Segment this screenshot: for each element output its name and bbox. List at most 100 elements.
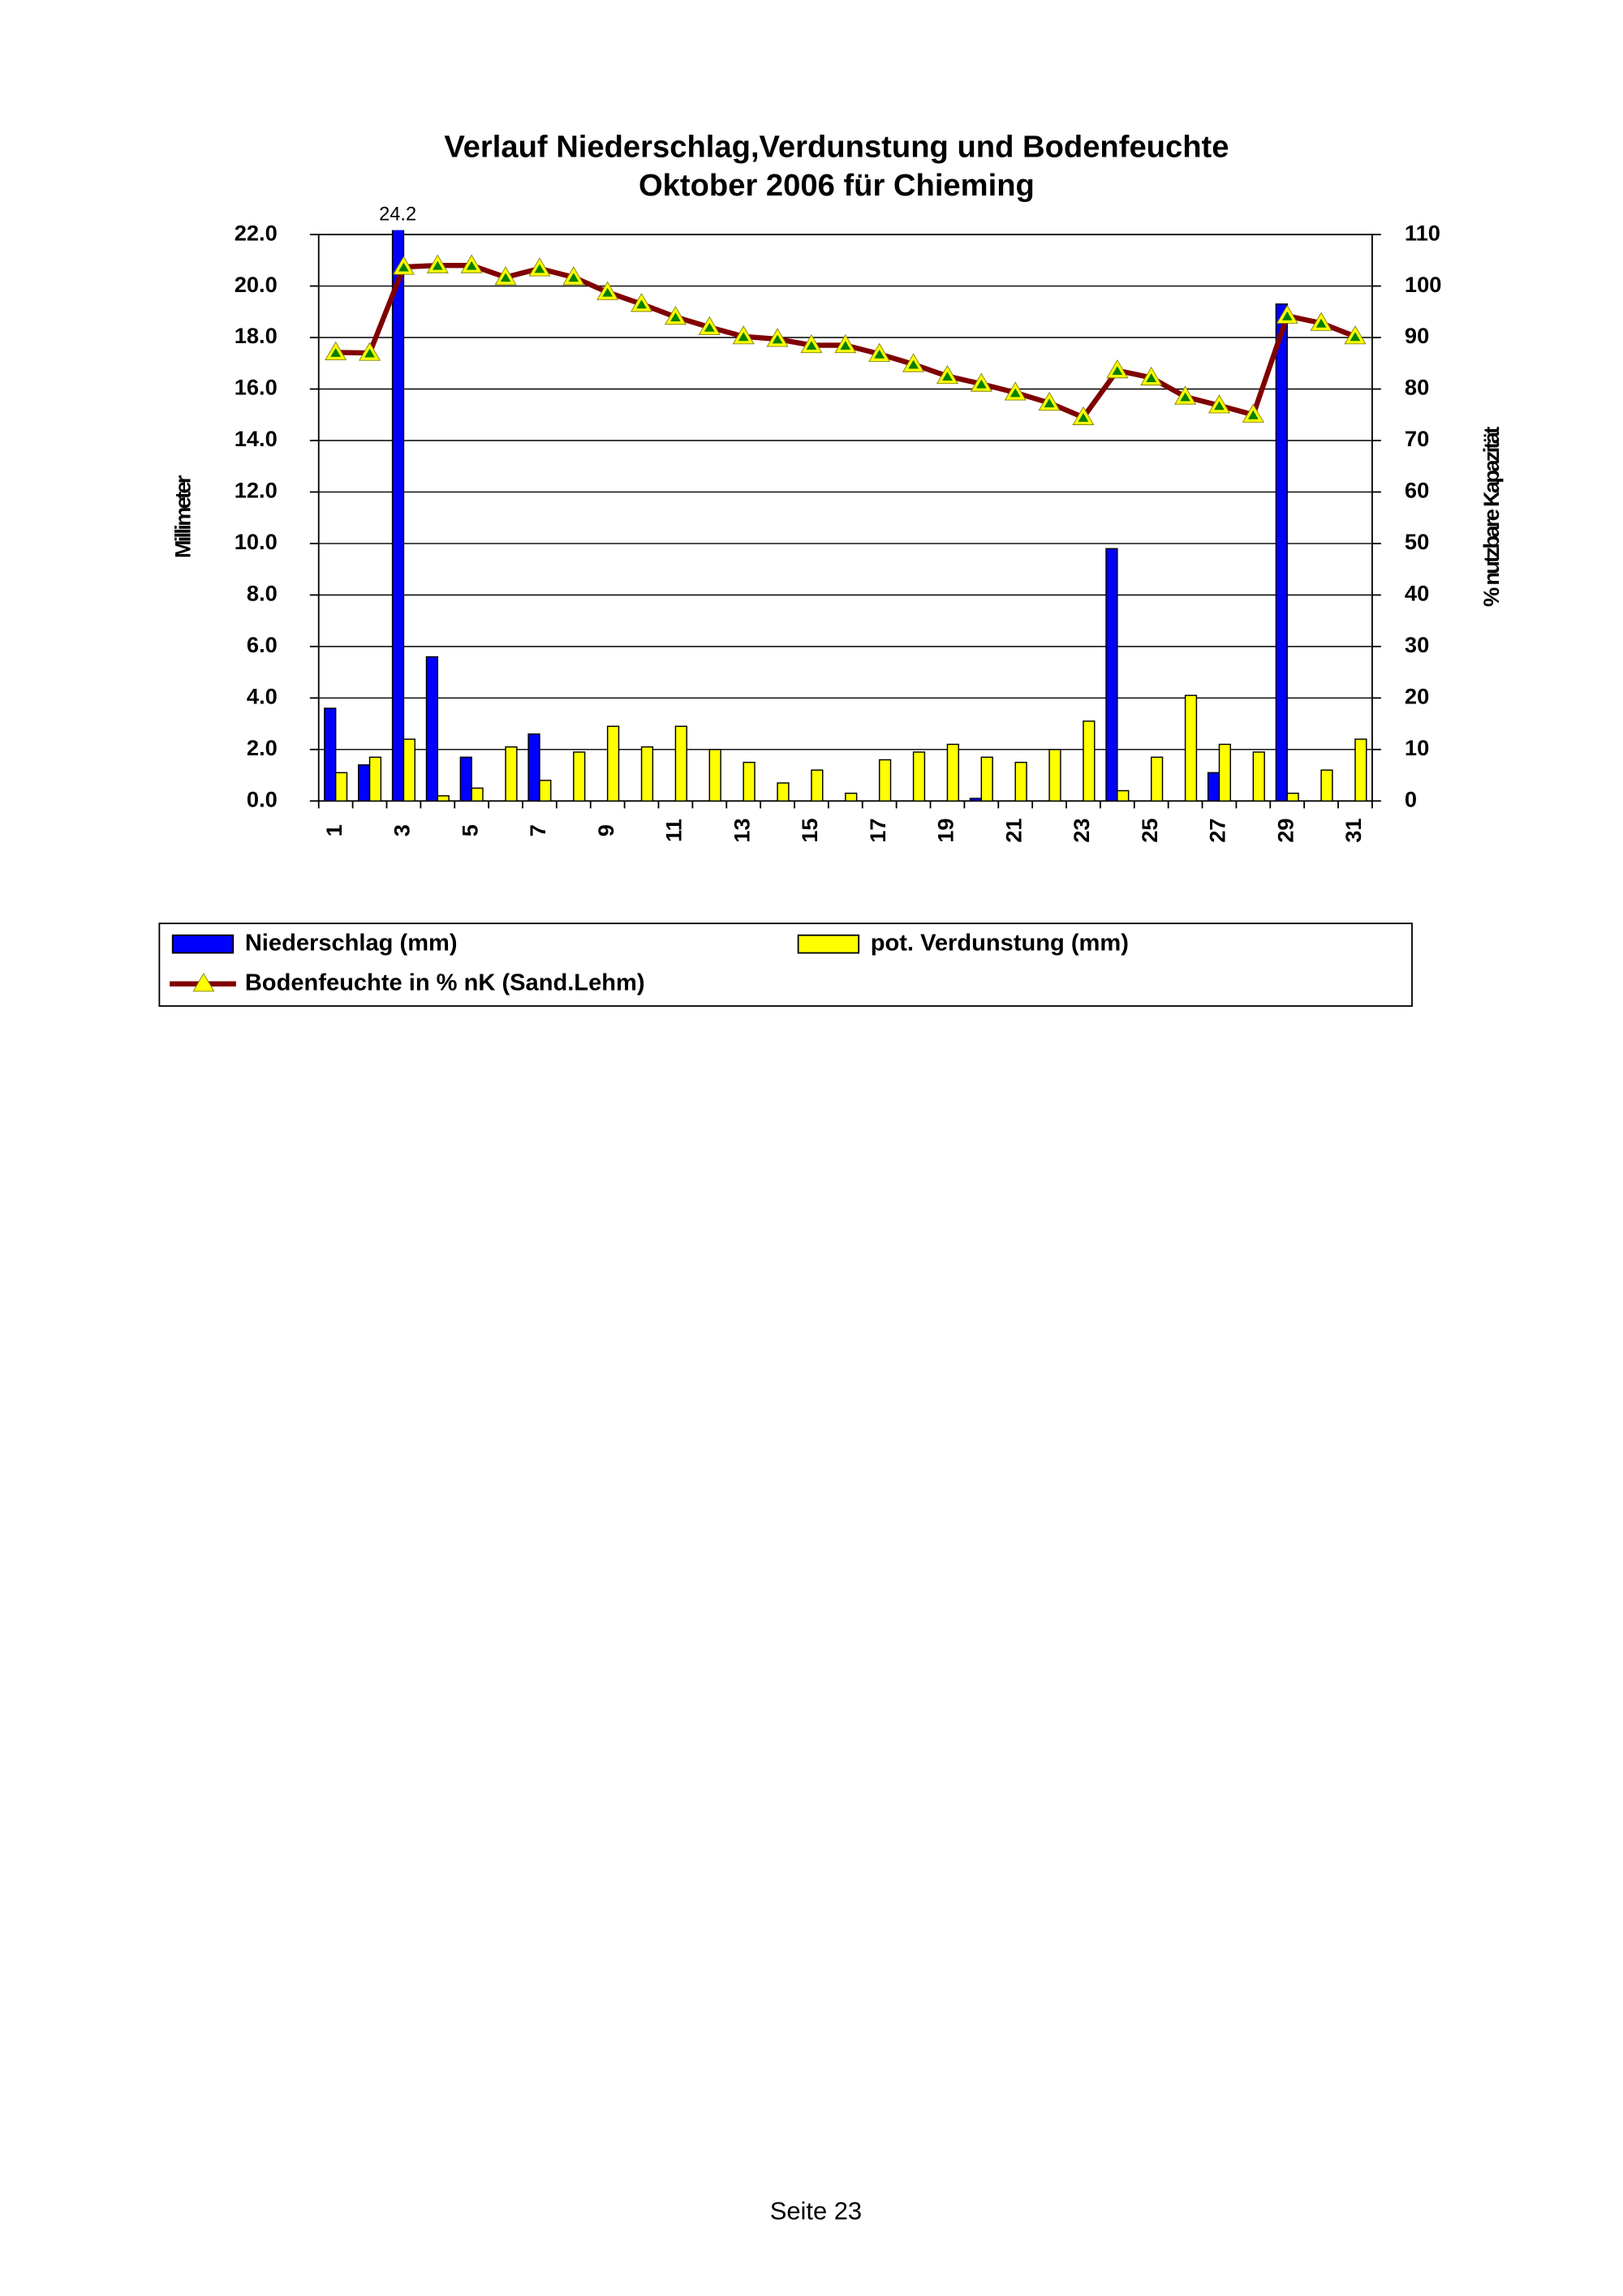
bar [527,733,540,802]
marker-core [1350,332,1361,342]
bar [471,787,484,802]
marker-core [975,379,987,389]
y2-tick-label: 0 [1405,786,1417,811]
y-tick-label: 18.0 [235,323,278,348]
data-label: 24.2 [379,204,416,226]
bar [777,782,790,802]
marker-core [1078,412,1089,422]
marker-core [466,260,477,270]
bar [811,769,824,802]
y2-tick-label: 50 [1405,529,1429,554]
x-tick-label: 23 [1069,818,1094,842]
y-axis-label: Millimeter [170,475,195,558]
marker-core [1180,392,1190,402]
y2-tick-label: 60 [1405,478,1429,503]
page-footer: Seite 23 [770,2196,862,2225]
y-tick-label: 6.0 [247,632,278,657]
x-tick-label: 17 [865,818,890,842]
legend-swatch [797,934,860,954]
bar [505,746,518,802]
bar [1354,738,1367,802]
marker-core [1281,311,1293,320]
bar [743,761,756,802]
plot-area [324,230,1367,802]
legend-box [158,922,1413,1007]
bar [391,230,405,802]
y2-tick-label: 100 [1405,272,1442,297]
y-tick-label: 12.0 [235,478,278,503]
bar [674,725,687,802]
bar [334,772,348,802]
marker-core [330,347,342,357]
bar [1286,793,1299,802]
bar [1252,751,1265,802]
marker-core [670,312,681,322]
y2-tick-label: 30 [1405,632,1429,657]
bar [606,725,620,802]
bar [912,751,926,802]
x-tick-label: 27 [1205,818,1230,842]
y-tick-label: 14.0 [235,426,278,451]
marker-core [806,341,817,350]
plot-frame [317,234,1373,802]
legend-swatch [171,934,235,954]
x-tick-label: 21 [1001,818,1026,842]
y-tick-label: 10.0 [235,529,278,554]
chart-title: Verlauf Niederschlag,Verdunstung und Bod… [444,130,1229,165]
legend-label: pot. Verdunstung (mm) [871,930,1129,956]
bar [1014,761,1027,802]
y2-tick-label: 90 [1405,323,1429,348]
legend-label: Bodenfeuchte in % nK (Sand.Lehm) [245,970,645,995]
bar [1117,789,1130,802]
marker-core [840,341,851,350]
x-tick-label: 3 [390,824,415,836]
y2-tick-label: 70 [1405,426,1429,451]
x-tick-label: 15 [797,818,822,842]
y-tick-label: 8.0 [247,581,278,606]
bar [969,798,983,802]
bar [403,738,415,802]
x-tick-label: 11 [661,819,687,842]
y2-tick-label: 110 [1405,220,1440,245]
bar [708,749,721,802]
y-tick-label: 16.0 [235,375,278,400]
legend-marker [192,973,215,992]
x-tick-label: 25 [1137,818,1162,842]
bar [878,759,892,802]
bar [324,707,337,802]
bar [1083,720,1096,802]
marker-core [364,348,375,358]
marker-core [636,299,647,309]
bar [539,780,552,802]
y-tick-label: 2.0 [247,735,278,760]
bar [425,656,439,802]
bar [1275,303,1288,802]
bar [1105,548,1118,802]
marker-core [432,260,443,270]
marker-core [874,349,885,359]
bar [357,764,371,802]
marker-core [772,334,783,344]
marker-core [908,359,919,369]
bar [437,795,450,802]
x-tick-label: 7 [525,824,550,836]
marker-core [1247,410,1259,419]
bar [845,793,858,802]
marker-core [1214,401,1225,411]
y2-tick-label: 40 [1405,581,1429,606]
y-tick-label: 4.0 [247,684,278,709]
marker-core [1315,318,1327,328]
x-tick-label: 13 [729,818,754,842]
bar [573,751,586,802]
y2-tick-label: 10 [1405,735,1429,760]
marker-core [1112,366,1123,376]
bar [640,746,654,802]
y2-tick-label: 20 [1405,684,1429,709]
y-tick-label: 20.0 [235,272,278,297]
x-tick-label: 29 [1272,818,1298,842]
marker-core [738,332,749,342]
y2-tick-label: 80 [1405,375,1429,400]
marker-core [942,372,953,381]
